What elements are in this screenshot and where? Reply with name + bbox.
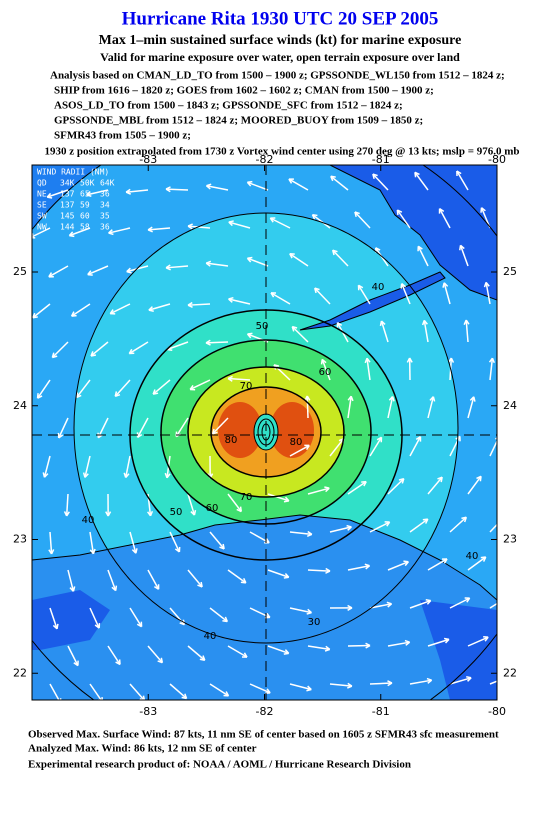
radii-cell: 144 <box>60 223 75 232</box>
radii-cell: 137 <box>60 201 75 210</box>
radii-cell: 34 <box>100 201 110 210</box>
wind-arrow <box>508 556 525 570</box>
contour-label: 40 <box>204 631 217 642</box>
analysis-line: GPSSONDE_MBL from 1512 – 1824 z; MOORED_… <box>54 115 423 127</box>
radii-cell: 59 <box>80 201 90 210</box>
x-tick-label: -83 <box>139 705 157 718</box>
wind-arrow <box>308 570 330 571</box>
contour-label: 80 <box>225 435 238 446</box>
y-tick-label: 24 <box>503 399 517 412</box>
radii-cell: 145 <box>60 212 75 221</box>
analysis-line: ASOS_LD_TO from 1500 – 1843 z; GPSSONDE_… <box>54 100 403 112</box>
radii-title: WIND RADII (NM) <box>37 168 109 177</box>
title: Hurricane Rita 1930 UTC 20 SEP 2005 <box>122 8 439 29</box>
x-tick-label: -83 <box>139 153 157 166</box>
arrow-head <box>516 476 520 481</box>
x-tick-label: -81 <box>372 153 390 166</box>
footer-line: Observed Max. Surface Wind: 87 kts, 11 n… <box>28 729 499 741</box>
wind-arrow <box>166 189 188 190</box>
arrow-head <box>522 635 527 639</box>
contour-label: 60 <box>206 503 219 514</box>
wind-arrow <box>508 476 520 494</box>
radii-cell: 50K <box>80 179 95 188</box>
radii-cell: 65 <box>80 190 90 199</box>
contour-label: 40 <box>372 282 385 293</box>
wind-arrow <box>502 245 508 266</box>
footer-line: Experimental research product of: NOAA /… <box>28 759 411 771</box>
contour-label: 80 <box>290 437 303 448</box>
y-tick-label: 23 <box>13 533 27 546</box>
arrow-head <box>498 170 502 175</box>
wind-arrow <box>499 170 508 190</box>
analysis-line: SHIP from 1616 – 1820 z; GOES from 1602 … <box>54 85 434 97</box>
contour-label: 40 <box>82 515 95 526</box>
arrow-head <box>500 516 505 521</box>
y-tick-label: 22 <box>503 666 517 679</box>
wind-arrow <box>206 342 228 343</box>
x-tick-label: -82 <box>256 153 274 166</box>
contour-label: 60 <box>319 367 332 378</box>
arrow-head <box>505 320 510 324</box>
radii-cell: 36 <box>100 223 110 232</box>
footer-line: Analyzed Max. Wind: 86 kts, 12 nm SE of … <box>28 743 257 755</box>
radii-cell: NE <box>37 190 47 199</box>
wind-arrow <box>370 683 392 684</box>
radii-cell: 36 <box>100 190 110 199</box>
radii-cell: 60 <box>80 212 90 221</box>
contour-label: 70 <box>240 381 253 392</box>
y-tick-label: 25 <box>13 265 27 278</box>
y-tick-label: 22 <box>13 666 27 679</box>
radii-cell: NW <box>37 223 47 232</box>
arrow-head <box>501 245 506 250</box>
subtitle: Max 1–min sustained surface winds (kt) f… <box>99 33 462 48</box>
x-tick-label: -80 <box>488 705 506 718</box>
wind-arrow <box>307 396 308 418</box>
contour-label: 40 <box>466 551 479 562</box>
arrow-head <box>520 556 525 561</box>
contour-label: 30 <box>308 617 321 628</box>
radii-cell: SW <box>37 212 47 221</box>
x-tick-label: -82 <box>256 705 274 718</box>
radii-cell: 64K <box>100 179 115 188</box>
arrow-head <box>504 596 509 600</box>
radii-cell: 58 <box>80 223 90 232</box>
analysis-line: Analysis based on CMAN_LD_TO from 1500 –… <box>50 70 505 82</box>
x-tick-label: -81 <box>372 705 390 718</box>
analysis-line: SFMR43 from 1505 – 1900 z; <box>54 130 191 142</box>
radii-cell: QD <box>37 179 47 188</box>
contour-label: 50 <box>170 507 183 518</box>
y-tick-label: 25 <box>503 265 517 278</box>
note: Valid for marine exposure over water, op… <box>100 50 460 64</box>
wind-arrow <box>508 635 527 646</box>
radii-cell: 34K <box>60 179 75 188</box>
position-note: 1930 z position extrapolated from 1730 z… <box>44 146 519 158</box>
contour-label: 70 <box>240 492 253 503</box>
radii-cell: SE <box>37 201 47 210</box>
x-tick-label: -80 <box>488 153 506 166</box>
radii-cell: 137 <box>60 190 75 199</box>
y-tick-label: 23 <box>503 533 517 546</box>
radii-cell: 35 <box>100 212 110 221</box>
y-tick-label: 24 <box>13 399 27 412</box>
